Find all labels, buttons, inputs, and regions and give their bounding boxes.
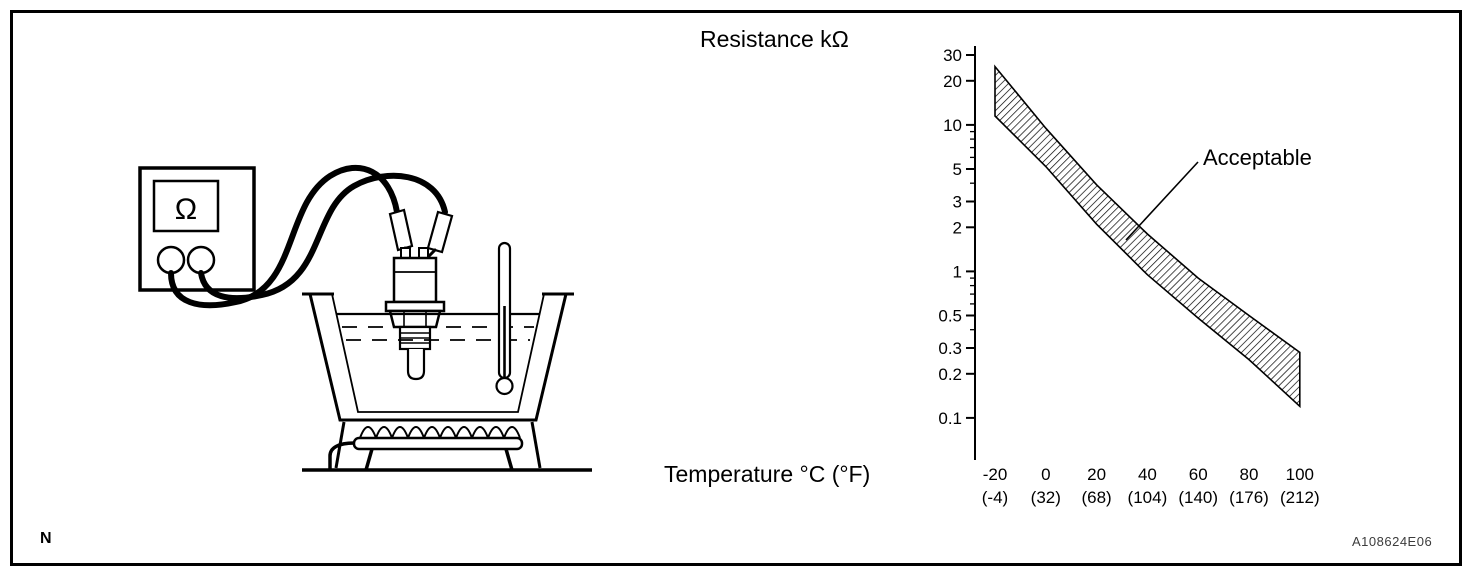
x-tick-label-celsius: -20 xyxy=(983,465,1008,484)
y-tick-label: 1 xyxy=(953,262,962,281)
thermometer xyxy=(495,241,514,396)
ohmmeter-display xyxy=(152,179,220,233)
y-tick-label: 5 xyxy=(953,160,962,179)
test-lead-right xyxy=(198,172,448,302)
y-tick-label: 10 xyxy=(943,116,962,135)
test-setup-diagram: Ω xyxy=(138,164,592,472)
burner-leg-right xyxy=(504,448,514,471)
sensor-connector xyxy=(392,256,438,304)
x-axis-title: Temperature °C (°F) xyxy=(664,461,871,487)
test-lead-left xyxy=(168,164,400,309)
figure-index-letter: N xyxy=(40,530,52,547)
x-tick-label-celsius: 100 xyxy=(1286,465,1314,484)
x-tick-label-celsius: 20 xyxy=(1087,465,1106,484)
x-tick-label-fahrenheit: (104) xyxy=(1128,488,1168,507)
sensor-flange xyxy=(384,300,446,313)
y-axis-title: Resistance kΩ xyxy=(700,26,849,52)
acceptable-label: Acceptable xyxy=(1203,145,1312,170)
y-tick-label: 0.2 xyxy=(938,365,962,384)
y-tick-label: 0.5 xyxy=(938,306,962,325)
y-tick-label: 2 xyxy=(953,218,962,237)
burner-tube xyxy=(352,436,524,451)
x-tick-label-fahrenheit: (176) xyxy=(1229,488,1269,507)
burner-leg-left xyxy=(364,448,374,471)
acceptable-leader-line xyxy=(1125,161,1199,241)
stand-leg-right xyxy=(530,421,542,469)
resistance-temperature-chart: 30 20 10 5 3 2 1 0.5 0.3 0.2 0.1 -20 (-4) 0 (32) 20 (68)… xyxy=(938,46,1320,507)
figure-border xyxy=(10,10,1462,566)
x-tick-label-fahrenheit: (140) xyxy=(1178,488,1218,507)
water-bath-pan xyxy=(302,292,574,422)
gas-supply-pipe xyxy=(328,441,355,470)
x-tick-label-fahrenheit: (68) xyxy=(1081,488,1111,507)
y-tick-label: 0.1 xyxy=(938,409,962,428)
y-tick-label: 3 xyxy=(953,193,962,212)
sensor-pin-right xyxy=(418,247,429,259)
y-tick-label: 0.3 xyxy=(938,339,962,358)
pan-outer-wall xyxy=(308,293,568,422)
thermometer-bulb xyxy=(495,376,514,396)
sensor-tip xyxy=(406,349,426,381)
burner-flames xyxy=(359,426,521,441)
ohmmeter-terminal-right xyxy=(186,245,216,275)
ohmmeter: Ω xyxy=(138,166,256,292)
x-tick-label-celsius: 60 xyxy=(1189,465,1208,484)
probe-clip-left xyxy=(388,208,414,252)
omega-symbol: Ω xyxy=(175,193,197,226)
acceptable-band xyxy=(994,64,1301,409)
x-tick-label-fahrenheit: (212) xyxy=(1280,488,1320,507)
x-tick-label-celsius: 80 xyxy=(1240,465,1259,484)
ohmmeter-terminal-left xyxy=(156,245,186,275)
y-tick-label: 30 xyxy=(943,46,962,65)
x-tick-label-fahrenheit: (-4) xyxy=(982,488,1008,507)
pan-inner-wall xyxy=(331,293,545,413)
x-tick-label-celsius: 0 xyxy=(1041,465,1050,484)
probe-clip-right xyxy=(426,210,454,254)
y-tick-label: 20 xyxy=(943,72,962,91)
test-leads xyxy=(168,164,454,309)
stand-leg-left xyxy=(334,421,346,469)
burner xyxy=(302,421,592,472)
figure-reference-code: A108624E06 xyxy=(1352,534,1433,549)
sensor-pin-left xyxy=(400,247,411,259)
x-tick-label-celsius: 40 xyxy=(1138,465,1157,484)
x-tick-label-fahrenheit: (32) xyxy=(1031,488,1061,507)
